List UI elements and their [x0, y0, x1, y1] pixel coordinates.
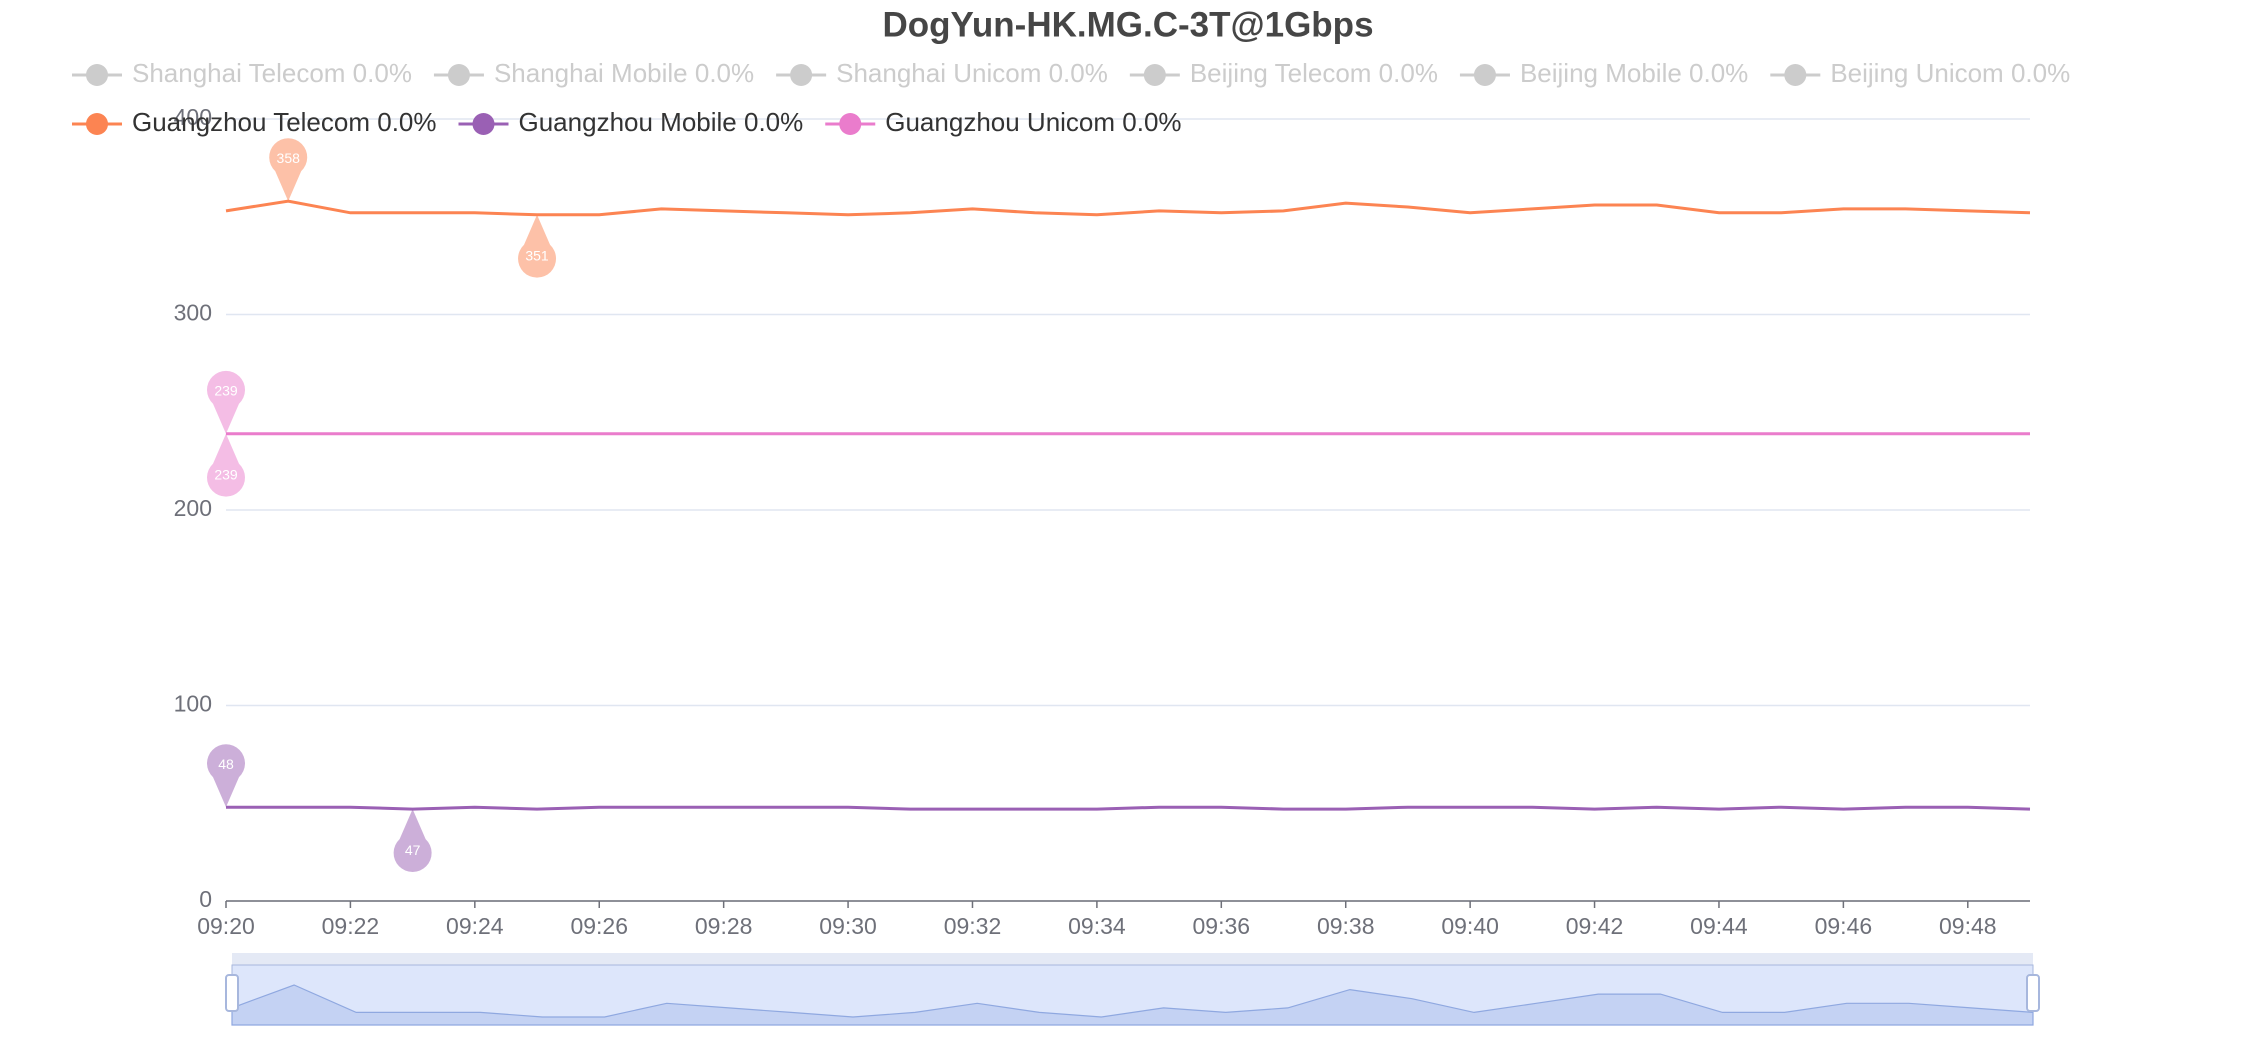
x-tick-label: 09:24	[446, 913, 504, 939]
legend-label: Guangzhou Mobile 0.0%	[519, 107, 804, 137]
x-tick-label: 09:22	[322, 913, 380, 939]
x-tick-label: 09:28	[695, 913, 753, 939]
zoom-handle[interactable]	[225, 974, 239, 1012]
y-tick-label: 200	[174, 495, 212, 521]
legend-marker	[1143, 64, 1166, 86]
y-tick-label: 400	[174, 104, 212, 130]
mark-pin	[518, 214, 557, 278]
mark-point: 47	[393, 809, 432, 872]
x-tick-label: 09:32	[944, 913, 1002, 939]
x-tick-label: 09:48	[1939, 913, 1997, 939]
mark-point: 351	[518, 214, 557, 278]
legend-marker	[86, 113, 108, 135]
x-tick-label: 09:46	[1815, 913, 1873, 939]
x-tick-label: 09:44	[1690, 913, 1748, 939]
mark-point: 239	[207, 370, 245, 434]
legend-marker	[472, 113, 495, 135]
legend-marker	[1473, 64, 1496, 86]
legend-label: Shanghai Unicom 0.0%	[836, 58, 1108, 88]
x-tick-label: 09:26	[570, 913, 628, 939]
legend-item[interactable]: Beijing Mobile 0.0%	[1459, 58, 1748, 88]
x-tick-label: 09:38	[1317, 913, 1375, 939]
legend-item[interactable]: Guangzhou Telecom 0.0%	[72, 107, 437, 137]
mark-point: 48	[207, 744, 245, 808]
x-tick-label: 09:40	[1441, 913, 1499, 939]
mark-pin	[207, 370, 245, 434]
x-tick-label: 09:20	[197, 913, 255, 939]
legend-item[interactable]: Shanghai Telecom 0.0%	[72, 58, 412, 88]
series-line	[225, 199, 2031, 217]
legend-item[interactable]: Shanghai Mobile 0.0%	[433, 58, 754, 88]
mark-pin	[207, 433, 245, 497]
y-tick-label: 0	[199, 886, 212, 912]
legend-label: Shanghai Mobile 0.0%	[494, 58, 754, 88]
y-tick-label: 100	[174, 691, 212, 717]
legend-label: Beijing Mobile 0.0%	[1520, 58, 1748, 88]
legend-item[interactable]: Guangzhou Unicom 0.0%	[825, 107, 1182, 137]
mark-label: 358	[277, 150, 301, 166]
series-line	[226, 805, 2031, 811]
mark-label: 239	[214, 382, 238, 398]
legend-marker	[790, 64, 813, 86]
mark-pin	[207, 744, 245, 808]
mark-pin	[269, 138, 308, 202]
zoom-area	[231, 984, 2034, 1026]
mark-point: 239	[207, 433, 245, 497]
legend-label: Guangzhou Unicom 0.0%	[885, 107, 1181, 137]
mark-label: 48	[218, 756, 234, 772]
legend-marker	[1784, 64, 1807, 86]
x-tick-label: 09:36	[1193, 913, 1251, 939]
legend-label: Guangzhou Telecom 0.0%	[132, 107, 437, 137]
zoom-handle[interactable]	[2026, 974, 2040, 1012]
legend-item[interactable]: Shanghai Unicom 0.0%	[776, 58, 1108, 88]
legend-marker	[839, 113, 862, 135]
mark-label: 239	[214, 466, 238, 482]
legend-item[interactable]: Guangzhou Mobile 0.0%	[458, 107, 804, 137]
legend-label: Beijing Telecom 0.0%	[1190, 58, 1438, 88]
chart-title: DogYun-HK.MG.C-3T@1Gbps	[882, 5, 1373, 44]
x-tick-label: 09:34	[1068, 913, 1126, 939]
legend-label: Shanghai Telecom 0.0%	[132, 58, 412, 88]
x-tick-label: 09:30	[819, 913, 877, 939]
legend-label: Beijing Unicom 0.0%	[1830, 58, 2070, 88]
mark-point: 358	[269, 138, 308, 202]
mark-label: 47	[405, 842, 421, 858]
legend-marker	[447, 64, 470, 86]
x-tick-label: 09:42	[1566, 913, 1624, 939]
mark-label: 351	[525, 247, 549, 263]
legend-item[interactable]: Beijing Unicom 0.0%	[1770, 58, 2070, 88]
legend-item[interactable]: Beijing Telecom 0.0%	[1129, 58, 1438, 88]
mark-pin	[393, 809, 432, 872]
legend-marker	[86, 64, 108, 86]
zoom-bar	[232, 953, 2033, 965]
y-tick-label: 300	[174, 300, 212, 326]
